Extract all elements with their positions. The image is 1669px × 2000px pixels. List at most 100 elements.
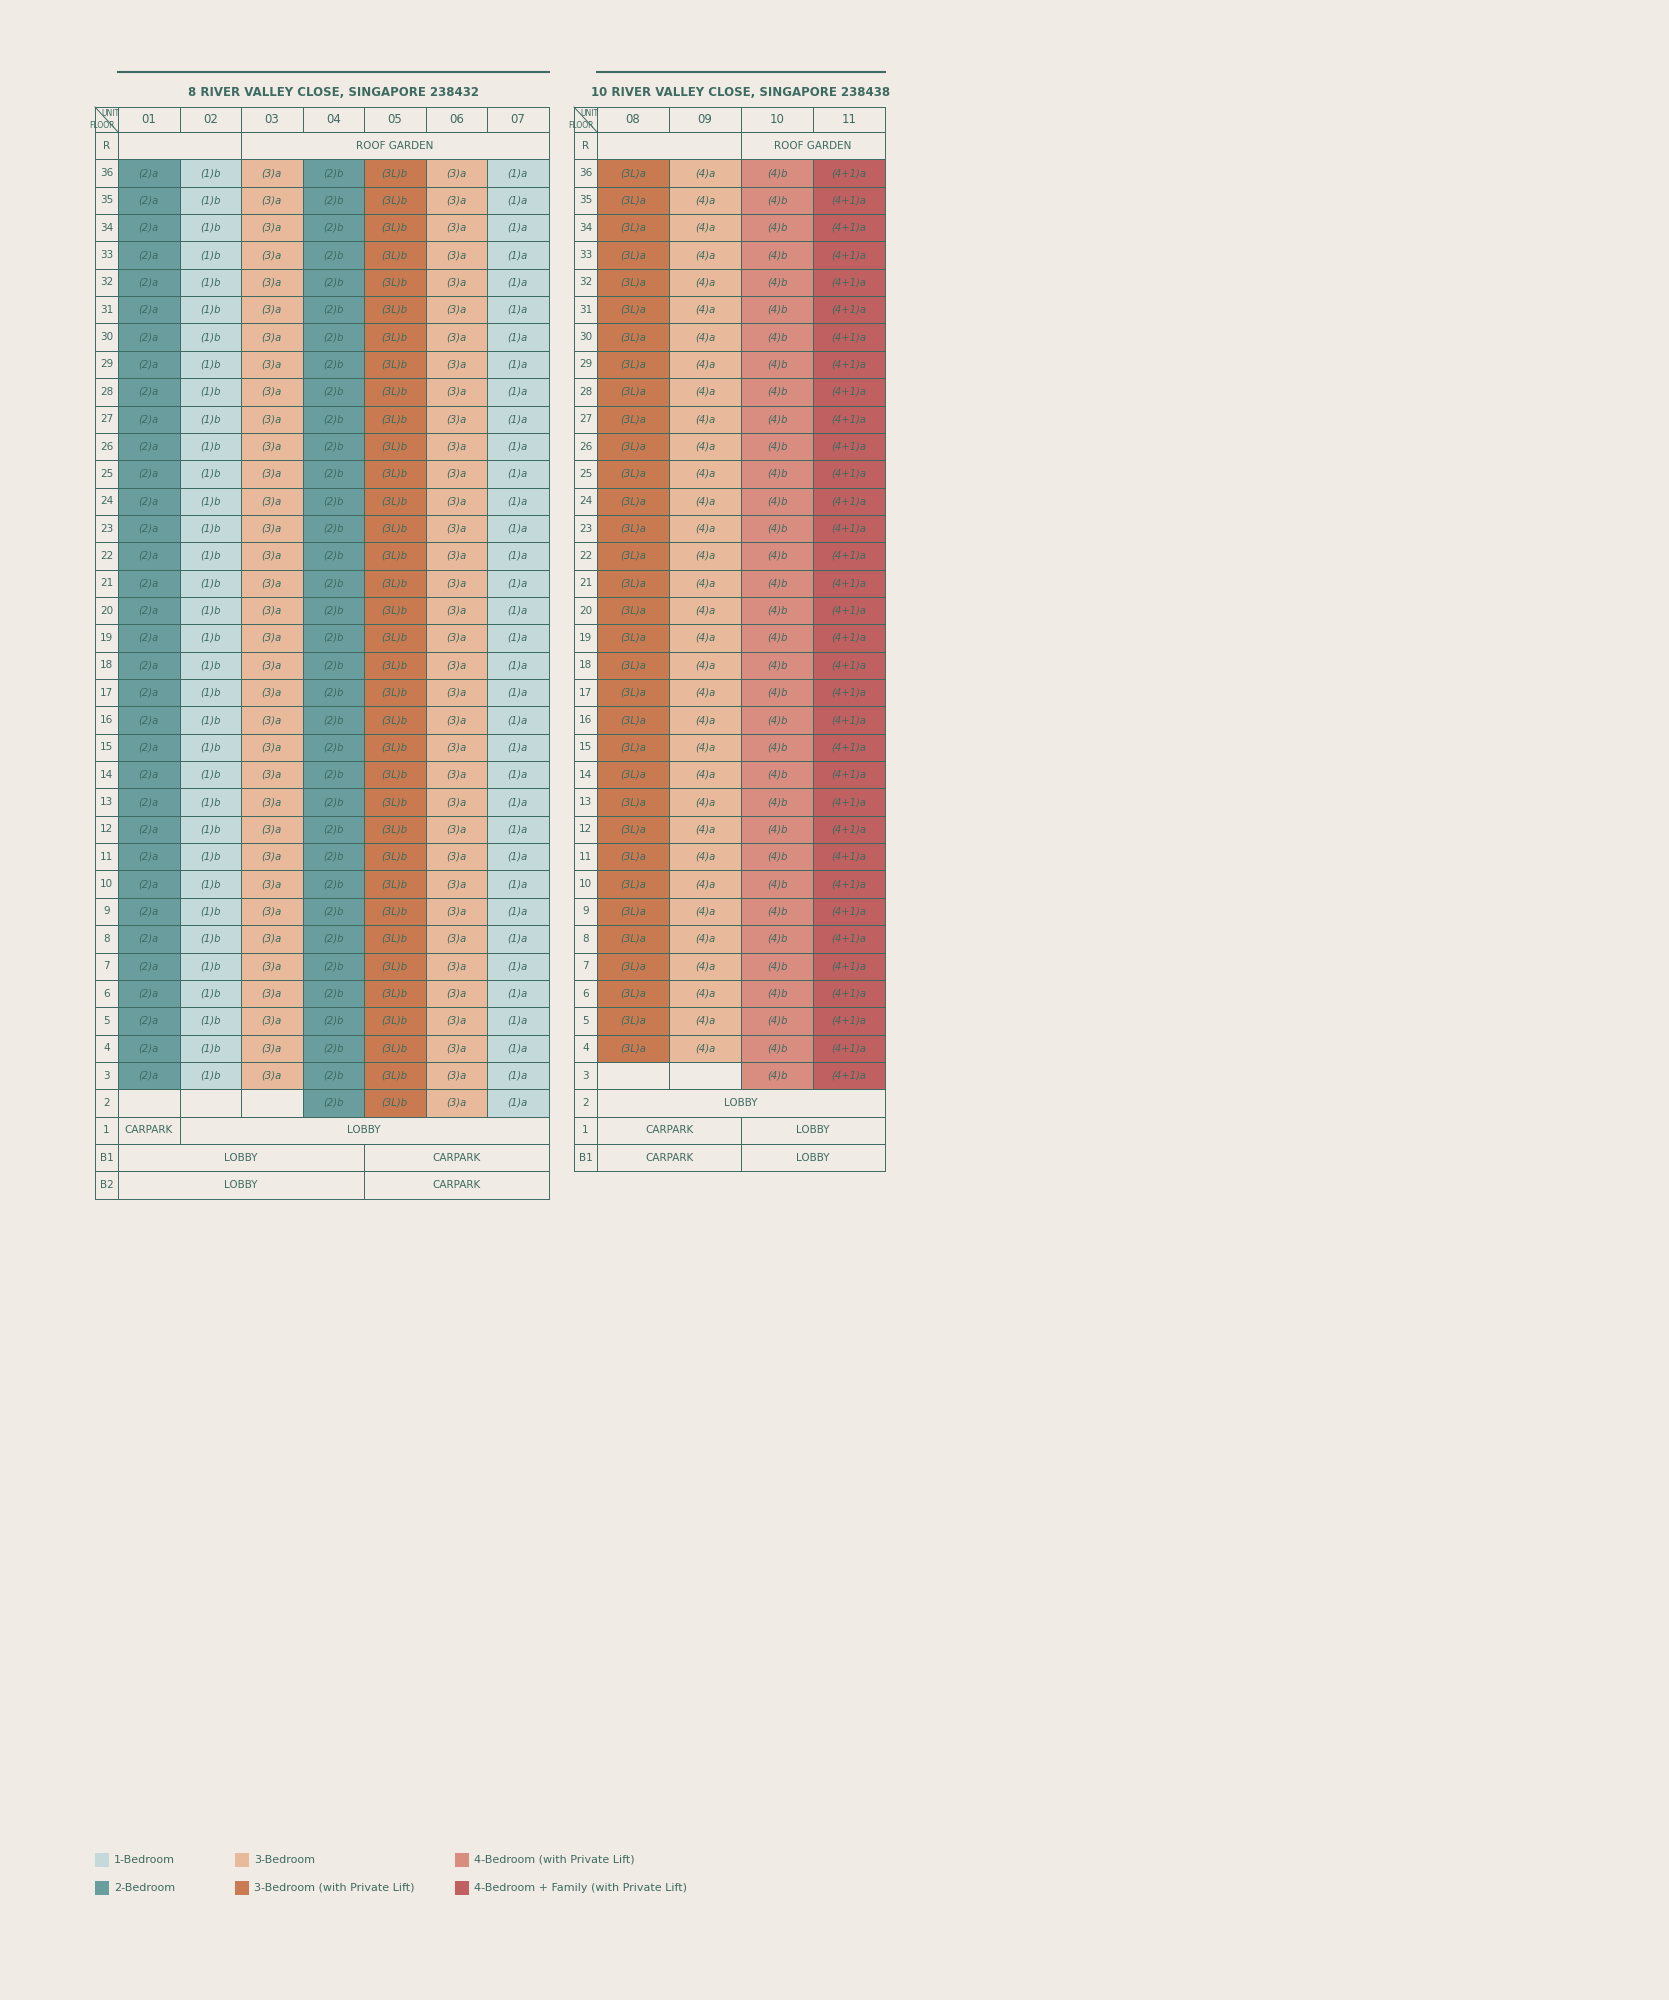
Bar: [574, 926, 598, 952]
Bar: [95, 488, 118, 514]
Bar: [574, 1116, 598, 1144]
Bar: [240, 378, 302, 406]
Text: (3)a: (3)a: [262, 468, 282, 478]
Bar: [364, 734, 426, 762]
Bar: [741, 296, 813, 324]
Text: (3L)b: (3L)b: [382, 442, 407, 452]
Bar: [240, 324, 302, 350]
Text: (1)b: (1)b: [200, 660, 220, 670]
Text: (3)a: (3)a: [262, 770, 282, 780]
Bar: [302, 106, 364, 132]
Bar: [240, 680, 302, 706]
Text: 14: 14: [579, 770, 592, 780]
Bar: [426, 570, 487, 596]
Bar: [741, 762, 813, 788]
Bar: [813, 378, 885, 406]
Bar: [487, 898, 549, 926]
Bar: [669, 106, 741, 132]
Text: (1)b: (1)b: [200, 742, 220, 752]
Text: (4+1)a: (4+1)a: [831, 880, 866, 890]
Text: (3L)b: (3L)b: [382, 332, 407, 342]
Text: 3-Bedroom: 3-Bedroom: [254, 1856, 315, 1864]
Text: (4+1)a: (4+1)a: [831, 414, 866, 424]
Text: (3L)a: (3L)a: [621, 934, 646, 944]
Bar: [180, 844, 240, 870]
Bar: [741, 460, 813, 488]
Text: (4)b: (4)b: [766, 742, 788, 752]
Bar: [426, 350, 487, 378]
Text: (1)a: (1)a: [507, 442, 527, 452]
Bar: [813, 926, 885, 952]
Text: (4)b: (4)b: [766, 386, 788, 396]
Text: (3L)b: (3L)b: [382, 934, 407, 944]
Bar: [669, 816, 741, 844]
Text: (4)a: (4)a: [694, 386, 714, 396]
Text: (3)a: (3)a: [262, 934, 282, 944]
Text: 2: 2: [582, 1098, 589, 1108]
Text: (2)b: (2)b: [324, 168, 344, 178]
Bar: [302, 652, 364, 680]
Bar: [118, 1034, 180, 1062]
Text: (4)b: (4)b: [766, 250, 788, 260]
Text: LOBBY: LOBBY: [796, 1152, 829, 1162]
Bar: [598, 870, 669, 898]
Bar: [240, 106, 302, 132]
Text: (4+1)a: (4+1)a: [831, 250, 866, 260]
Text: (1)a: (1)a: [507, 278, 527, 288]
Text: 02: 02: [204, 112, 217, 126]
Text: (4)b: (4)b: [766, 222, 788, 232]
Text: (1)b: (1)b: [200, 414, 220, 424]
Bar: [669, 788, 741, 816]
Text: (1)b: (1)b: [200, 442, 220, 452]
Bar: [741, 324, 813, 350]
Bar: [669, 160, 741, 186]
Text: (2)a: (2)a: [139, 660, 159, 670]
Text: (3L)b: (3L)b: [382, 550, 407, 560]
Text: (3)a: (3)a: [446, 606, 466, 616]
Text: (4)b: (4)b: [766, 770, 788, 780]
Bar: [364, 596, 426, 624]
Bar: [95, 106, 118, 132]
Bar: [487, 788, 549, 816]
Text: (4+1)a: (4+1)a: [831, 632, 866, 642]
Bar: [118, 596, 180, 624]
Bar: [95, 952, 118, 980]
Bar: [574, 952, 598, 980]
Text: (4)a: (4)a: [694, 906, 714, 916]
Bar: [426, 268, 487, 296]
Bar: [741, 1116, 885, 1144]
Text: (3L)b: (3L)b: [382, 1098, 407, 1108]
Bar: [598, 324, 669, 350]
Text: (4+1)a: (4+1)a: [831, 304, 866, 314]
Text: (2)a: (2)a: [139, 962, 159, 972]
Text: 05: 05: [387, 112, 402, 126]
Bar: [598, 734, 669, 762]
Text: (3L)a: (3L)a: [621, 660, 646, 670]
Bar: [180, 268, 240, 296]
Text: (2)b: (2)b: [324, 770, 344, 780]
Text: (1)b: (1)b: [200, 250, 220, 260]
Text: (4)a: (4)a: [694, 496, 714, 506]
Bar: [598, 816, 669, 844]
Text: 27: 27: [579, 414, 592, 424]
Text: (1)a: (1)a: [507, 770, 527, 780]
Bar: [240, 570, 302, 596]
Text: (3L)b: (3L)b: [382, 716, 407, 726]
Text: (3)a: (3)a: [262, 1070, 282, 1080]
Bar: [741, 706, 813, 734]
Bar: [364, 214, 426, 242]
Text: 29: 29: [579, 360, 592, 370]
Text: (1)b: (1)b: [200, 1016, 220, 1026]
Text: 21: 21: [100, 578, 113, 588]
Text: (3)a: (3)a: [262, 386, 282, 396]
Bar: [364, 378, 426, 406]
Bar: [669, 1062, 741, 1090]
Text: R: R: [582, 140, 589, 150]
Text: (3)a: (3)a: [262, 880, 282, 890]
Bar: [302, 406, 364, 432]
Text: (4)a: (4)a: [694, 962, 714, 972]
Text: UNIT: UNIT: [102, 108, 120, 118]
Text: (1)b: (1)b: [200, 906, 220, 916]
Bar: [813, 432, 885, 460]
Text: 4-Bedroom (with Private Lift): 4-Bedroom (with Private Lift): [474, 1856, 634, 1864]
